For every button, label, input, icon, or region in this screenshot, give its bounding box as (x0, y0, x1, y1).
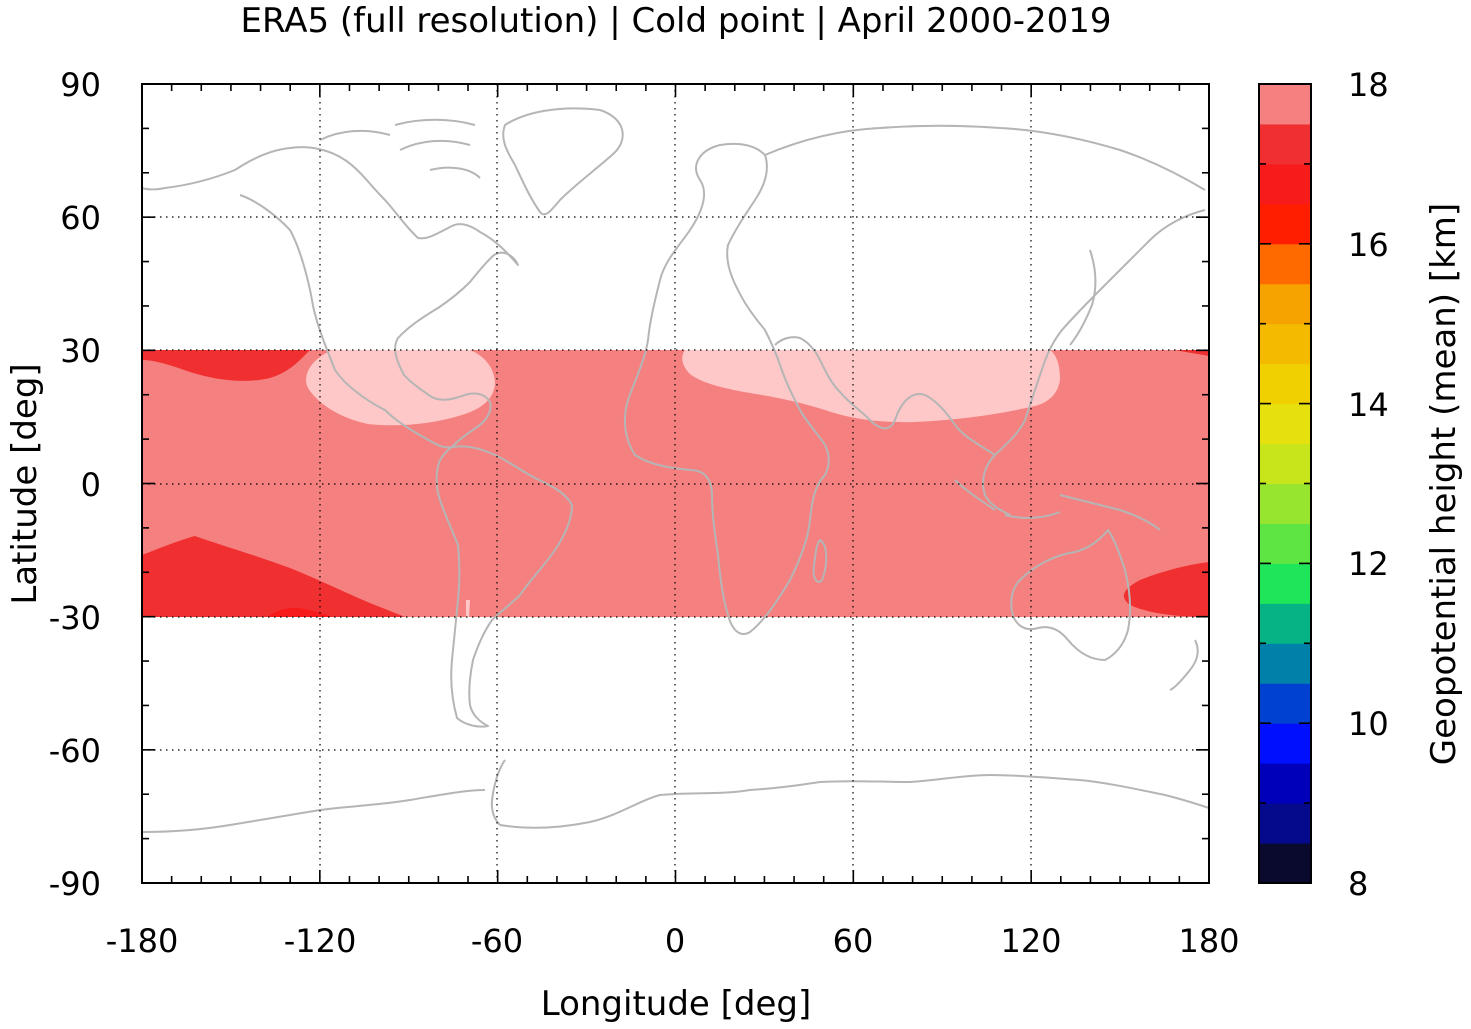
y-tick-label: 30 (60, 332, 101, 370)
x-axis-tick-labels: -180 -120 -60 0 60 120 180 (106, 922, 1240, 960)
y-axis-tick-labels: 90 60 30 0 -30 -60 -90 (49, 66, 101, 903)
colorbar-level (1259, 563, 1311, 604)
coastline-europe-africa (623, 142, 830, 635)
coastline-asia (764, 124, 1206, 516)
colorbar-level (1259, 443, 1311, 484)
coastline-south-america (435, 445, 573, 728)
colorbar-level (1259, 283, 1311, 325)
x-tick-label: 0 (665, 922, 685, 960)
y-tick-label: -60 (49, 732, 101, 770)
field-patch-west-pacific-north (1175, 350, 1209, 356)
x-tick-label: -120 (284, 922, 357, 960)
coastline-japan (1069, 249, 1097, 346)
colorbar-level (1259, 603, 1311, 644)
colorbar (1259, 84, 1311, 884)
y-tick-label: 60 (60, 199, 101, 237)
colorbar-tick-label: 10 (1348, 705, 1389, 743)
coastline-north-america (141, 146, 519, 449)
colorbar-level (1259, 843, 1311, 884)
y-tick-label: 0 (81, 466, 101, 504)
x-tick-label: -60 (471, 922, 523, 960)
colorbar-level (1259, 243, 1311, 285)
colorbar-tick-label: 12 (1348, 545, 1389, 583)
x-tick-label: -180 (106, 922, 179, 960)
field-patch-australia-east (1123, 562, 1209, 617)
coastline-antarctic-peninsula (490, 759, 506, 826)
coastlines (141, 107, 1210, 833)
colorbar-level (1259, 363, 1311, 405)
coastline-new-zealand (1169, 639, 1199, 691)
coastline-arctic-islands (319, 118, 481, 179)
colorbar-level (1259, 763, 1311, 804)
colorbar-level (1259, 803, 1311, 844)
colorbar-level (1259, 84, 1311, 125)
y-tick-label: -90 (49, 865, 101, 903)
colorbar-level (1259, 323, 1311, 365)
coastline-australia (1010, 529, 1132, 661)
colorbar-level (1259, 643, 1311, 684)
chart-title: ERA5 (full resolution) | Cold point | Ap… (240, 1, 1111, 41)
colorbar-tick-label: 14 (1348, 386, 1389, 424)
colorbar-level (1259, 483, 1311, 524)
colorbar-level (1259, 723, 1311, 764)
colorbar-tick-label: 8 (1348, 865, 1368, 903)
x-axis-title: Longitude [deg] (541, 984, 812, 1024)
field-high-afro-asia (682, 350, 1060, 423)
colorbar-ticks (1259, 83, 1311, 884)
y-axis-title: Latitude [deg] (5, 363, 45, 604)
coastline-indonesia (954, 479, 1161, 531)
colorbar-level (1259, 203, 1311, 245)
colorbar-title: Geopotential height (mean) [km] (1424, 203, 1464, 765)
colorbar-level (1259, 403, 1311, 445)
y-tick-label: -30 (49, 599, 101, 637)
field-patch-south-pacific-core (268, 607, 332, 617)
field-high-americas (306, 350, 495, 426)
field-patch-south-pacific (142, 536, 405, 617)
colorbar-tick-labels: 18 16 14 12 10 8 (1348, 66, 1389, 903)
plot-frame (141, 83, 1210, 884)
field-patch-north-pacific (142, 350, 310, 381)
axis-ticks (141, 83, 1210, 884)
colorbar-level (1259, 523, 1311, 564)
colorbar-level (1259, 123, 1311, 165)
coastline-madagascar (812, 539, 828, 583)
grid-lines (142, 84, 1209, 883)
x-tick-label: 180 (1178, 922, 1239, 960)
coastline-greenland (502, 107, 624, 216)
colorbar-level (1259, 163, 1311, 205)
colorbar-tick-label: 16 (1348, 226, 1389, 264)
x-tick-label: 120 (1000, 922, 1061, 960)
field-speck-patagonia (466, 600, 470, 617)
colorbar-level (1259, 683, 1311, 724)
x-tick-label: 60 (833, 922, 874, 960)
colorbar-tick-label: 18 (1348, 66, 1389, 104)
y-tick-label: 90 (60, 66, 101, 104)
